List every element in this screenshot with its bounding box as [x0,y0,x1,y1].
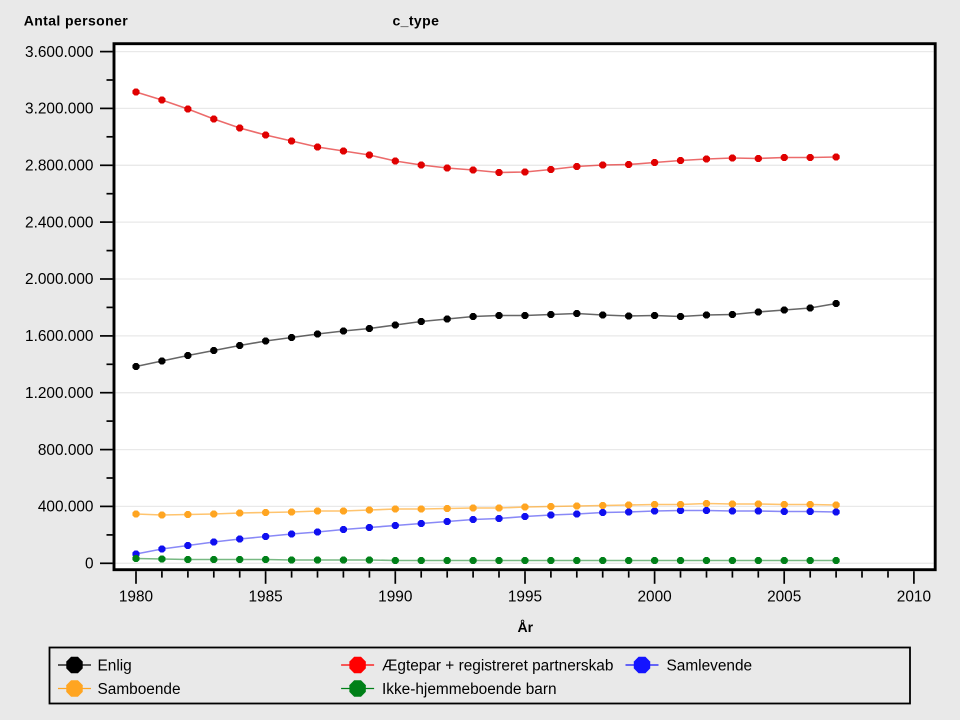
svg-text:0: 0 [85,556,94,573]
svg-text:3.600.000: 3.600.000 [25,44,93,61]
svg-text:Antal personer: Antal personer [24,13,129,29]
svg-text:Samboende: Samboende [98,681,181,698]
svg-text:2.800.000: 2.800.000 [25,158,93,175]
svg-text:1985: 1985 [248,589,282,606]
svg-text:2000: 2000 [637,589,671,606]
svg-text:1.600.000: 1.600.000 [25,328,93,345]
svg-text:Ikke-hjemmeboende barn: Ikke-hjemmeboende barn [382,681,557,698]
svg-text:1990: 1990 [378,589,412,606]
svg-text:c_type: c_type [393,13,440,29]
svg-text:Enlig: Enlig [98,657,132,674]
svg-text:2005: 2005 [767,589,801,606]
svg-text:2010: 2010 [897,589,931,606]
svg-text:800.000: 800.000 [38,442,94,459]
svg-text:1995: 1995 [508,589,542,606]
svg-text:Ægtepar + registreret partners: Ægtepar + registreret partnerskab [382,657,613,674]
svg-text:1.200.000: 1.200.000 [25,385,93,402]
svg-text:Samlevende: Samlevende [667,657,753,674]
svg-text:2.000.000: 2.000.000 [25,271,93,288]
svg-text:1980: 1980 [119,589,153,606]
svg-text:400.000: 400.000 [38,499,94,516]
svg-text:År: År [518,619,534,635]
svg-text:2.400.000: 2.400.000 [25,214,93,231]
svg-text:3.200.000: 3.200.000 [25,101,93,118]
